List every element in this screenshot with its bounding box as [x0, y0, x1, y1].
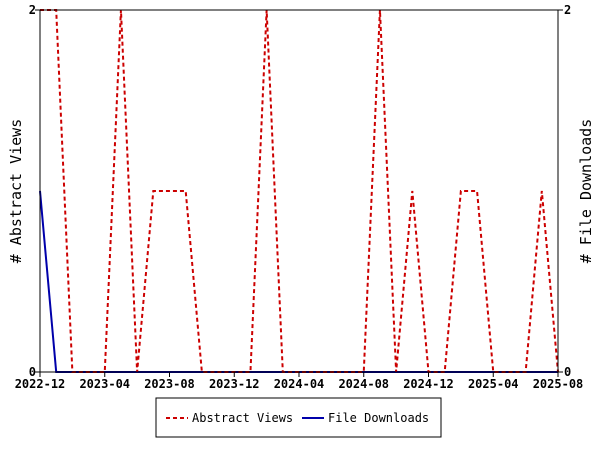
y-left-tick-label: 0 — [29, 365, 36, 379]
x-tick-label: 2025-08 — [533, 377, 584, 391]
x-tick-label: 2024-04 — [274, 377, 325, 391]
legend-label-abstract-views: Abstract Views — [192, 411, 293, 425]
x-tick-label: 2025-04 — [468, 377, 519, 391]
legend-box — [155, 397, 442, 438]
x-tick-label: 2023-08 — [144, 377, 195, 391]
y-axis-title-left: # Abstract Views — [7, 119, 25, 264]
y-axis-title-right: # File Downloads — [577, 119, 595, 264]
legend: Abstract Views File Downloads — [155, 397, 442, 438]
y-right-tick-label: 2 — [564, 3, 571, 17]
x-tick-label: 2024-08 — [338, 377, 389, 391]
y-left-tick-label: 2 — [29, 3, 36, 17]
x-axis: 2022-12 2023-04 2023-08 2023-12 2024-04 2024-… — [15, 372, 584, 391]
x-tick-label: 2023-12 — [209, 377, 260, 391]
x-tick-label: 2024-12 — [403, 377, 454, 391]
plot-area — [40, 10, 558, 372]
legend-label-file-downloads: File Downloads — [328, 411, 429, 425]
y-axis: 0 2 0 2 — [29, 3, 571, 379]
x-tick-label: 2022-12 — [15, 377, 66, 391]
y-right-tick-label: 0 — [564, 365, 571, 379]
x-tick-label: 2023-04 — [79, 377, 130, 391]
